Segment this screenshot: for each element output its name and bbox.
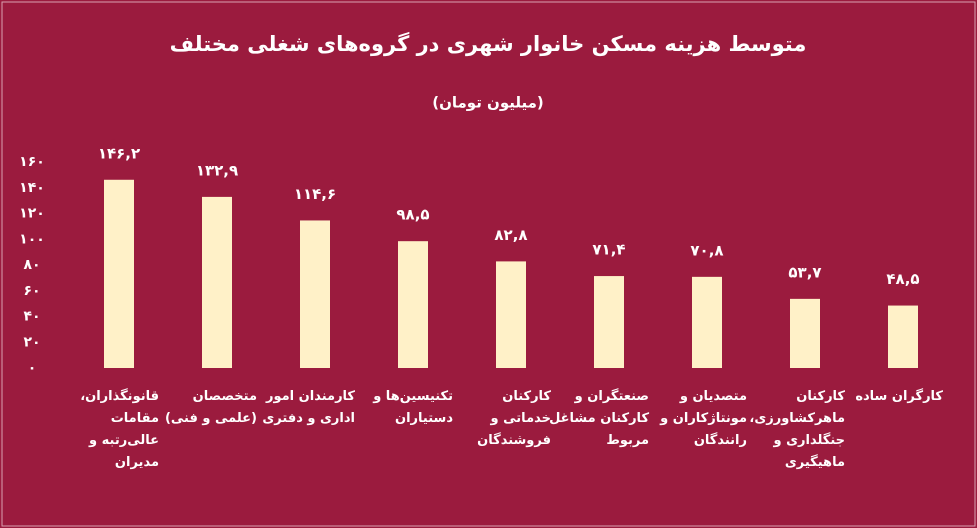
y-tick-label: ۶۰	[23, 283, 40, 299]
y-tick-label: ۰	[28, 360, 37, 376]
chart-subtitle: (میلیون تومان)	[432, 94, 544, 112]
x-tick-label: متصدیان و مونتاژکاران و رانندگان	[660, 389, 747, 448]
bar	[104, 179, 134, 368]
x-tick-label: کارمندان امور اداری و دفتری	[262, 389, 355, 426]
x-tick-label: قانونگذاران، مقامات عالی‌رتبه و مدیران	[80, 389, 159, 470]
y-tick-label: ۱۰۰	[19, 231, 45, 247]
y-tick-label: ۱۲۰	[19, 206, 45, 222]
x-tick-label: کارگران ساده	[855, 389, 943, 404]
bar	[300, 220, 330, 368]
bar	[888, 305, 918, 368]
value-label: ۸۲,۸	[494, 226, 527, 244]
y-tick-label: ۲۰	[23, 334, 40, 350]
value-label: ۱۱۴,۶	[294, 185, 336, 203]
bar	[496, 261, 526, 368]
bar	[202, 196, 232, 368]
value-label: ۷۱,۴	[592, 241, 625, 259]
value-label: ۱۳۲,۹	[196, 161, 238, 179]
x-tick-label: کارکنان خدماتی و فروشندگان	[477, 389, 551, 448]
x-tick-label: صنعتگران و کارکنان مشاغل مربوط	[549, 389, 649, 448]
value-label: ۵۳,۷	[788, 263, 821, 281]
value-label: ۷۰,۸	[690, 241, 723, 259]
x-tick-label: کارکنان ماهرکشاورزی، جنگلداری و ماهیگیری	[749, 389, 845, 470]
bar	[692, 276, 722, 368]
bar	[790, 298, 820, 368]
bar	[398, 241, 428, 368]
y-tick-label: ۱۴۰	[19, 180, 45, 196]
bar	[594, 276, 624, 368]
y-tick-label: ۱۶۰	[19, 154, 45, 170]
x-tick-label: متخصصان (علمی و فنی)	[164, 389, 257, 426]
x-tick-label: تکنیسین‌ها و دستیاران	[373, 389, 453, 426]
y-tick-label: ۴۰	[23, 309, 40, 325]
value-label: ۹۸,۵	[396, 206, 429, 224]
value-label: ۴۸,۵	[886, 270, 919, 288]
chart-title: متوسط هزینه مسکن خانوار شهری در گروه‌های…	[170, 31, 807, 56]
y-tick-label: ۸۰	[23, 257, 40, 273]
value-label: ۱۴۶,۲	[98, 144, 140, 162]
